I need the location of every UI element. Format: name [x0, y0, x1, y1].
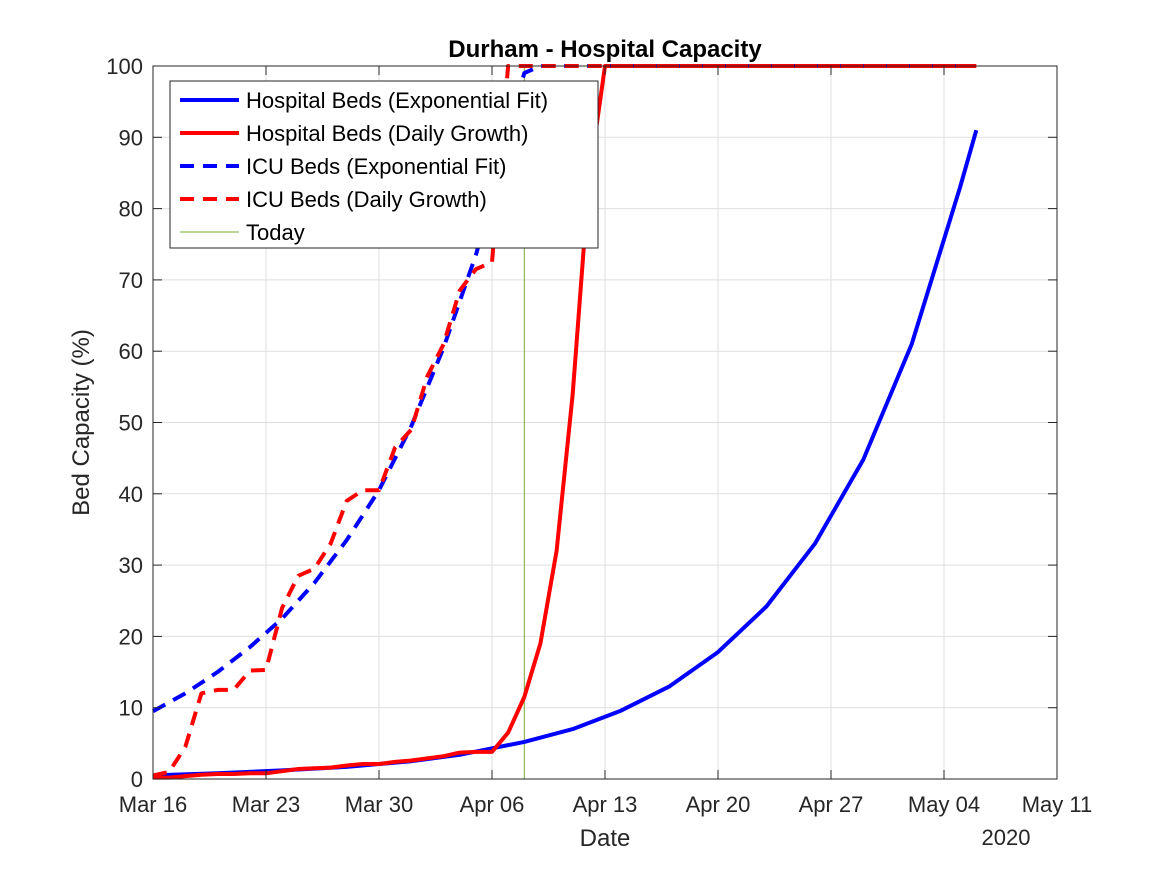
- legend-box: [169, 80, 599, 249]
- x-tick-label: May 11: [1022, 792, 1093, 817]
- x-tick-label: Apr 20: [686, 792, 751, 817]
- y-axis-label: Bed Capacity (%): [68, 329, 95, 516]
- x-tick-label: Mar 16: [119, 792, 187, 817]
- x-tick-label: Apr 06: [460, 792, 525, 817]
- y-tick-label: 100: [106, 54, 143, 79]
- legend-label: Hospital Beds (Exponential Fit): [246, 88, 548, 113]
- legend-label: Today: [246, 220, 305, 245]
- chart-title: Durham - Hospital Capacity: [448, 36, 762, 63]
- y-tick-label: 10: [119, 696, 143, 721]
- plot-series: [152, 64, 979, 780]
- y-tick-label: 80: [119, 197, 143, 222]
- y-tick-label: 70: [119, 268, 143, 293]
- x-axis-year-label: 2020: [982, 825, 1031, 850]
- series-line-icu-beds-exponential-fit: [152, 64, 977, 714]
- series-line-hospital-beds-daily-growth: [153, 64, 977, 780]
- series-line-icu-beds-daily-growth: [152, 64, 977, 778]
- x-tick-label: Mar 30: [345, 792, 413, 817]
- legend-label: ICU Beds (Daily Growth): [246, 187, 487, 212]
- x-tick-label: Apr 27: [799, 792, 864, 817]
- y-tick-label: 40: [119, 482, 143, 507]
- x-axis-ticks: Mar 16 Mar 23 Mar 30 Apr 06 Apr 13 Apr 20 Apr …: [119, 66, 1093, 817]
- y-tick-label: 60: [119, 339, 143, 364]
- y-tick-label: 30: [119, 553, 143, 578]
- y-tick-label: 50: [119, 411, 143, 436]
- x-tick-label: Apr 13: [573, 792, 638, 817]
- legend-label: Hospital Beds (Daily Growth): [246, 121, 528, 146]
- y-tick-label: 20: [119, 624, 143, 649]
- x-tick-label: Mar 23: [232, 792, 300, 817]
- y-axis-ticks: 0 10 20 30 40 50 60 70 80 90 100: [106, 54, 1057, 792]
- y-tick-label: 0: [131, 767, 143, 792]
- y-tick-label: 90: [119, 125, 143, 150]
- x-axis-label: Date: [580, 825, 631, 852]
- x-tick-label: May 04: [908, 792, 980, 817]
- legend: Hospital Beds (Exponential Fit) Hospital …: [169, 80, 599, 249]
- legend-label: ICU Beds (Exponential Fit): [246, 154, 506, 179]
